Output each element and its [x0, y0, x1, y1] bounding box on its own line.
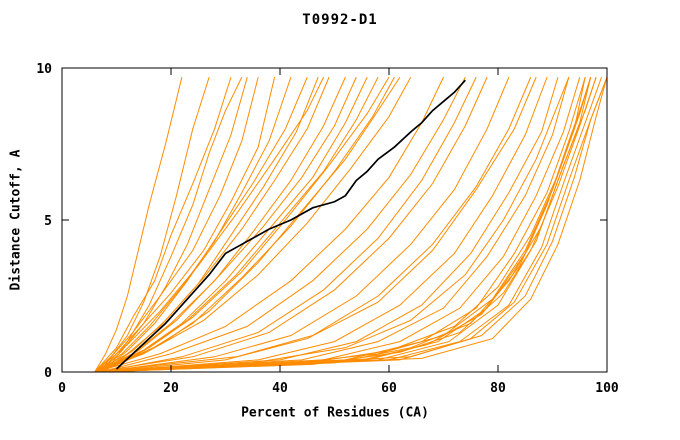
x-tick-label: 80	[490, 381, 506, 396]
plot-border	[61, 67, 608, 373]
model-curve-model-25	[94, 76, 581, 373]
model-curve-model-40	[94, 76, 592, 373]
model-curve-model-26	[100, 76, 586, 373]
model-curve-model-24	[100, 76, 570, 373]
model-curve-model-08	[99, 76, 308, 373]
model-curve-model-38	[94, 76, 325, 373]
model-curve-model-01	[94, 77, 183, 373]
model-curve-model-28	[100, 76, 597, 373]
model-curve-model-17	[94, 76, 444, 373]
model-curve-model-19	[94, 76, 488, 373]
model-curve-model-14	[99, 76, 379, 373]
model-curve-model-41	[100, 77, 586, 373]
model-curve-model-16	[99, 76, 412, 373]
y-tick-label: 10	[36, 62, 52, 77]
model-curve-model-34	[100, 76, 537, 373]
y-tick-label: 5	[44, 214, 52, 229]
x-tick-label: 40	[272, 381, 288, 396]
model-curve-model-11	[94, 76, 346, 373]
model-curve-model-37	[105, 76, 243, 373]
model-curve-model-39	[100, 76, 477, 373]
highlight-curve	[115, 79, 466, 370]
x-tick-label: 100	[595, 381, 619, 396]
model-curve-model-13	[94, 76, 368, 373]
model-curve-model-32	[100, 76, 597, 373]
x-axis-label: Percent of Residues (CA)	[241, 405, 429, 421]
x-tick-label: 60	[381, 381, 397, 396]
model-curve-model-10	[99, 76, 330, 373]
model-curve-model-33	[94, 76, 570, 373]
page-title: T0992-D1	[302, 12, 378, 28]
model-curve-model-18	[100, 76, 466, 373]
x-tick-label: 20	[163, 381, 179, 396]
model-curve-model-43	[100, 76, 608, 373]
model-curve-model-05	[94, 76, 259, 373]
y-tick-label: 0	[44, 366, 52, 381]
model-curve-model-03	[94, 76, 232, 373]
model-curve-model-09	[94, 76, 319, 373]
model-curve-model-20	[100, 76, 510, 373]
x-tick-label: 0	[58, 381, 66, 396]
model-curve-model-44	[94, 76, 608, 373]
model-curve-model-07	[94, 76, 292, 373]
model-curve-model-36	[99, 76, 401, 373]
model-curve-model-12	[99, 76, 357, 373]
model-curve-model-35	[94, 76, 390, 373]
model-curve-model-22	[100, 76, 548, 373]
model-curve-model-02	[99, 76, 210, 373]
model-curve-model-06	[99, 77, 276, 373]
